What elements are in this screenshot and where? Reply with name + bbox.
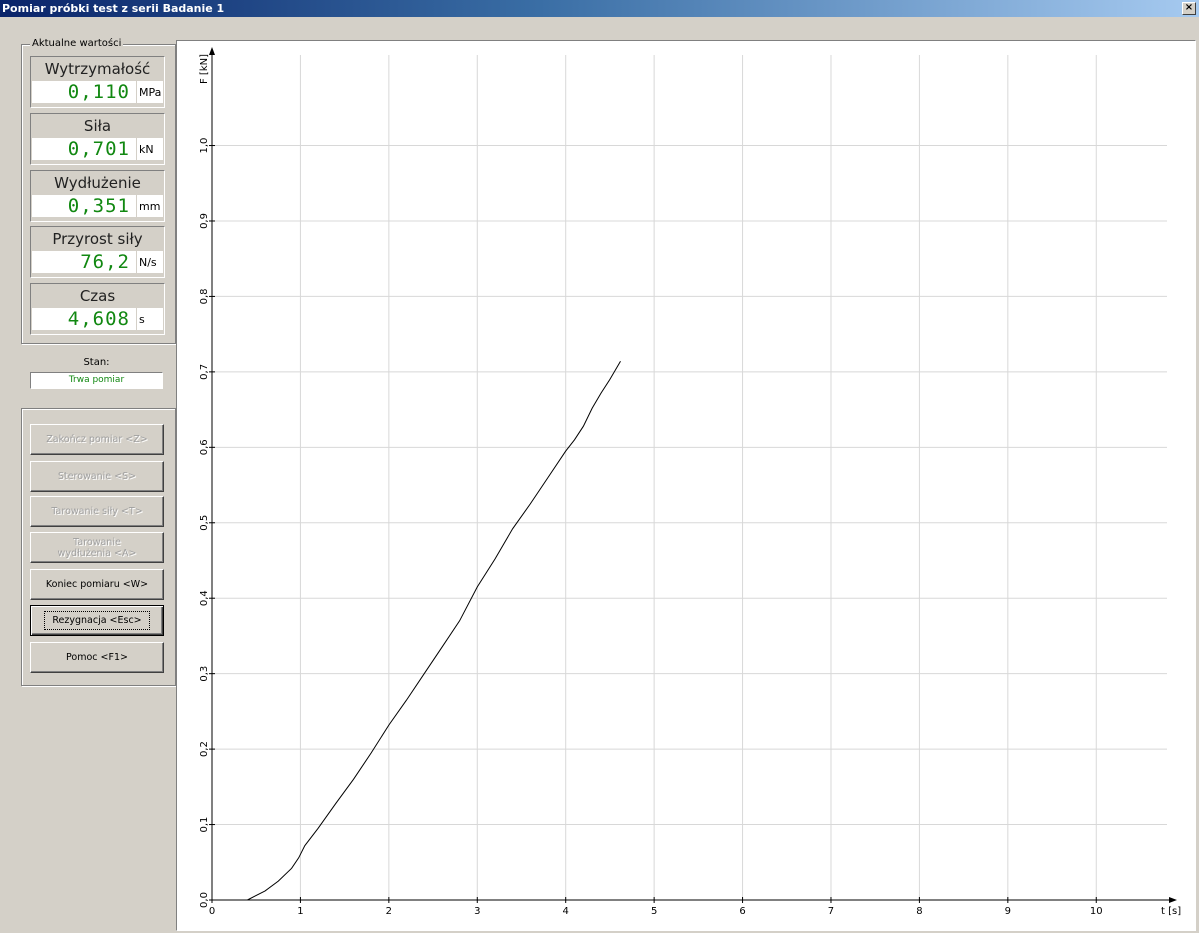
value-readout: 76,2	[32, 251, 136, 273]
values-group: Aktualne wartości	[21, 38, 176, 344]
y-tick-label: 0,9	[199, 213, 210, 229]
x-axis-label: t [s]	[1161, 906, 1181, 917]
y-tick-label: 0,6	[199, 439, 210, 455]
y-tick-label: 0,8	[199, 288, 210, 304]
value-panel-czas: Czas 4,608 s	[30, 283, 165, 335]
y-tick-label: 0,2	[199, 741, 210, 757]
value-readout: 4,608	[32, 308, 136, 330]
x-tick-label: 2	[386, 906, 392, 917]
values-group-legend: Aktualne wartości	[30, 38, 124, 49]
title-bar: Pomiar próbki test z serii Badanie 1 ×	[0, 0, 1199, 17]
window-title: Pomiar próbki test z serii Badanie 1	[2, 2, 225, 15]
chart-area: 0 1 2 3 4 5 6 7 8 9 10 0,0 0,1 0,2 0,3 0,4 0,5 0,6 0,7 0,8 0…	[176, 40, 1196, 931]
value-panel-wytrzymalosc: Wytrzymałość 0,110 MPa	[30, 56, 165, 108]
tare-force-button[interactable]: Tarowanie siły <T>	[30, 496, 164, 527]
x-tick-label: 10	[1090, 906, 1103, 917]
value-readout: 0,110	[32, 81, 136, 103]
x-tick-label: 7	[828, 906, 834, 917]
x-tick-label: 1	[297, 906, 303, 917]
finish-measurement-button[interactable]: Zakończ pomiar <Z>	[30, 424, 164, 455]
value-label: Czas	[79, 287, 116, 305]
y-axis-label: F [kN]	[199, 54, 210, 84]
value-label: Przyrost siły	[52, 230, 143, 248]
close-icon[interactable]: ×	[1182, 2, 1196, 15]
y-tick-label: 0,4	[199, 590, 210, 606]
x-tick-label: 4	[563, 906, 569, 917]
value-readout: 0,701	[32, 138, 136, 160]
tare-elongation-button[interactable]: Tarowanie wydłużenia <A>	[30, 532, 164, 563]
value-unit: kN	[137, 138, 163, 160]
x-tick-label: 0	[209, 906, 215, 917]
status-value: Trwa pomiar	[30, 372, 163, 389]
value-label: Wytrzymałość	[44, 60, 151, 78]
x-tick-label: 9	[1005, 906, 1011, 917]
y-tick-label: 0,3	[199, 666, 210, 682]
status-label: Stan:	[83, 357, 110, 368]
value-readout: 0,351	[32, 195, 136, 217]
cancel-button[interactable]: Rezygnacja <Esc>	[30, 605, 164, 636]
value-panel-przyrost-sily: Przyrost siły 76,2 N/s	[30, 226, 165, 278]
y-tick-label: 0,7	[199, 364, 210, 380]
buttons-group	[21, 408, 176, 686]
y-axis-arrow-icon	[209, 47, 215, 55]
x-axis-arrow-icon	[1169, 897, 1177, 903]
y-tick-label: 0,1	[199, 817, 210, 833]
end-measurement-button[interactable]: Koniec pomiaru <W>	[30, 569, 164, 600]
force-time-chart: 0 1 2 3 4 5 6 7 8 9 10 0,0 0,1 0,2 0,3 0,4 0,5 0,6 0,7 0,8 0…	[199, 47, 1181, 917]
value-unit: MPa	[137, 81, 163, 103]
help-button[interactable]: Pomoc <F1>	[30, 642, 164, 673]
value-unit: mm	[137, 195, 163, 217]
x-tick-label: 6	[739, 906, 745, 917]
value-panel-wydluzenie: Wydłużenie 0,351 mm	[30, 170, 165, 222]
y-tick-label: 0,0	[199, 892, 210, 908]
series-line-force	[247, 361, 621, 901]
control-button[interactable]: Sterowanie <S>	[30, 461, 164, 492]
value-label: Siła	[83, 117, 112, 135]
x-tick-label: 5	[651, 906, 657, 917]
value-unit: s	[137, 308, 163, 330]
value-unit: N/s	[137, 251, 163, 273]
x-tick-label: 8	[916, 906, 922, 917]
x-tick-label: 3	[474, 906, 480, 917]
y-tick-label: 0,5	[199, 515, 210, 531]
value-label: Wydłużenie	[54, 174, 141, 192]
y-tick-label: 1,0	[199, 138, 210, 154]
value-panel-sila: Siła 0,701 kN	[30, 113, 165, 165]
